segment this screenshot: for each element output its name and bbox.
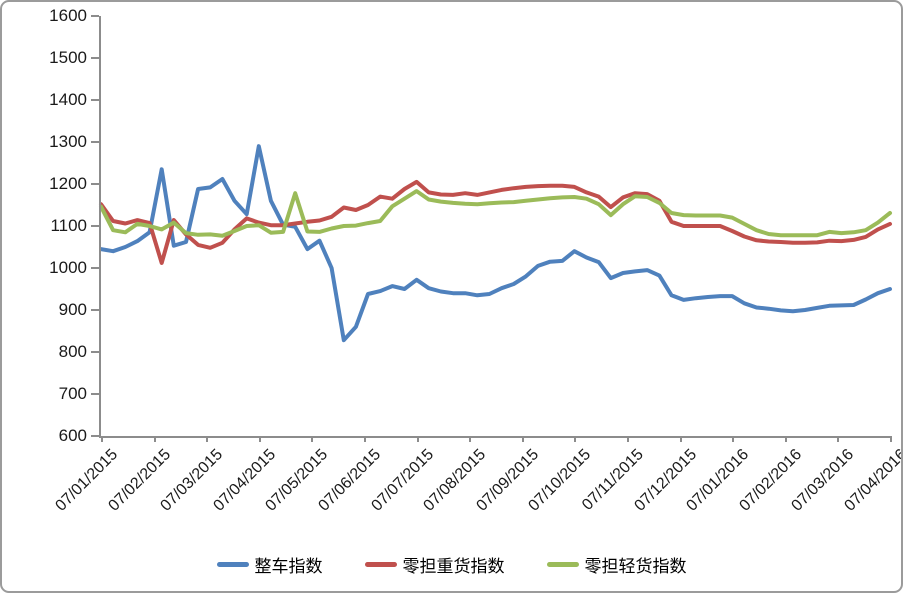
x-tick-mark xyxy=(574,436,577,442)
x-tick-mark xyxy=(258,436,261,442)
legend-item: 整车指数 xyxy=(216,552,323,577)
y-tick-label: 1400 xyxy=(49,90,87,109)
x-tick-mark xyxy=(153,436,156,442)
x-tick-mark xyxy=(679,436,682,442)
y-tick-mark xyxy=(91,267,99,269)
legend-line-swatch xyxy=(546,562,579,567)
y-tick-label: 600 xyxy=(58,426,87,445)
legend-item: 零担重货指数 xyxy=(364,552,505,577)
y-tick-mark xyxy=(91,141,99,143)
y-tick-label: 1200 xyxy=(49,174,87,193)
y-tick-label: 700 xyxy=(58,384,87,403)
y-tick-label: 1300 xyxy=(49,132,87,151)
y-tick-mark xyxy=(91,351,99,353)
x-tick-mark xyxy=(416,436,419,442)
x-tick-mark xyxy=(627,436,629,442)
y-tick-label: 1100 xyxy=(50,216,87,235)
x-tick-mark xyxy=(469,436,472,442)
legend-item: 零担轻货指数 xyxy=(546,552,687,577)
y-tick-mark xyxy=(91,393,99,395)
legend-label: 整车指数 xyxy=(254,557,323,576)
series-line-零担重货指数 xyxy=(99,179,892,265)
x-tick-mark xyxy=(784,436,787,442)
x-tick-mark xyxy=(101,436,103,442)
y-tick-mark xyxy=(91,435,99,437)
x-tick-mark xyxy=(364,436,366,442)
y-tick-mark xyxy=(91,183,99,185)
y-tick-label: 1500 xyxy=(49,48,87,67)
y-axis-line xyxy=(99,16,101,436)
y-tick-label: 800 xyxy=(58,342,87,361)
x-tick-mark xyxy=(732,436,735,442)
series-line-零担轻货指数 xyxy=(99,189,892,238)
y-tick-mark xyxy=(91,15,99,17)
x-tick-mark xyxy=(311,436,314,442)
x-tick-mark xyxy=(521,436,524,442)
x-tick-mark xyxy=(837,436,840,442)
y-tick-label: 900 xyxy=(58,300,87,319)
legend-line-swatch xyxy=(216,562,249,567)
y-tick-mark xyxy=(91,225,99,227)
series-line-整车指数 xyxy=(99,144,892,343)
chart-legend: 整车指数 零担重货指数 零担轻货指数 xyxy=(2,552,901,577)
legend-label: 零担重货指数 xyxy=(402,557,505,576)
y-tick-label: 1000 xyxy=(49,258,87,277)
y-tick-mark xyxy=(91,99,99,101)
legend-label: 零担轻货指数 xyxy=(584,557,687,576)
y-tick-mark xyxy=(91,57,99,59)
x-axis-line xyxy=(99,436,890,438)
x-tick-mark xyxy=(206,436,209,442)
y-tick-label: 1600 xyxy=(49,6,87,25)
y-tick-mark xyxy=(91,309,99,311)
legend-line-swatch xyxy=(364,562,397,567)
x-tick-mark xyxy=(890,436,892,442)
